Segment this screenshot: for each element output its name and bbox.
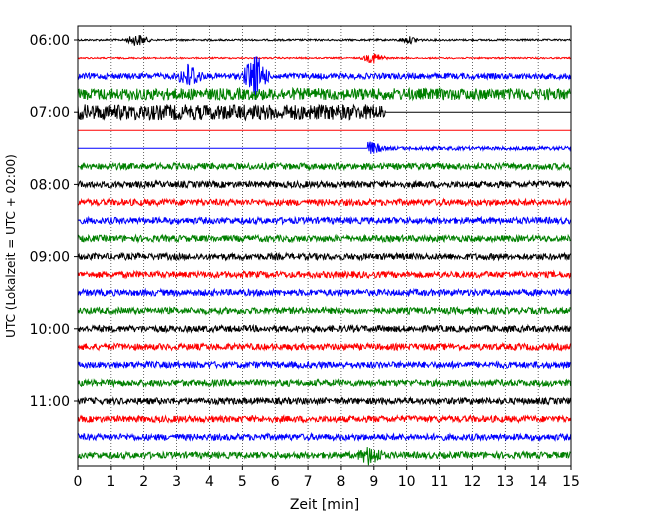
- x-axis: 0 1 2 3 4 5 6 7 8 9 10 11 12 13 14 15: [74, 466, 580, 490]
- y-tick-label: 07:00: [30, 105, 70, 121]
- trace-rows: [77, 34, 572, 466]
- trace-row-8: [77, 179, 572, 190]
- trace-row-17: [77, 341, 572, 352]
- x-tick-label: 0: [74, 474, 83, 490]
- x-axis-label: Zeit [min]: [290, 497, 359, 513]
- trace-row-11: [77, 233, 571, 244]
- trace-row-19: [77, 378, 572, 389]
- trace-row-23: [77, 446, 571, 466]
- trace-row-21: [77, 413, 572, 425]
- trace-row-6: [78, 141, 572, 154]
- x-tick-label: 15: [562, 474, 580, 490]
- x-tick-label: 12: [463, 474, 481, 490]
- y-tick-label: 11:00: [30, 394, 70, 410]
- trace-row-10: [77, 215, 572, 226]
- plot-frame: [77, 25, 572, 467]
- trace-row-16: [77, 323, 572, 334]
- x-tick-label: 7: [304, 474, 313, 490]
- y-tick-label: 10:00: [30, 322, 70, 338]
- y-tick-label: 06:00: [30, 33, 70, 49]
- x-tick-label: 2: [139, 474, 148, 490]
- x-tick-label: 10: [398, 474, 416, 490]
- x-tick-label: 1: [106, 474, 115, 490]
- x-tick-label: 11: [431, 474, 449, 490]
- trace-row-20: [77, 395, 572, 407]
- x-tick-label: 6: [271, 474, 280, 490]
- y-tick-label: 08:00: [30, 177, 70, 193]
- y-axis-label: UTC (Lokalzeit = UTC + 02:00): [4, 154, 18, 338]
- trace-row-22: [77, 431, 572, 442]
- x-tick-label: 4: [205, 474, 214, 490]
- trace-row-1: [77, 53, 571, 64]
- x-tick-label: 5: [238, 474, 247, 490]
- trace-row-9: [77, 197, 571, 208]
- trace-row-2: [77, 56, 572, 101]
- trace-row-0: [77, 34, 571, 46]
- x-tick-label: 3: [172, 474, 181, 490]
- trace-row-3: [77, 86, 571, 102]
- trace-row-13: [77, 269, 572, 280]
- trace-row-14: [77, 287, 572, 298]
- x-tick-label: 13: [496, 474, 514, 490]
- y-axis: 06:00 07:00 08:00 09:00 10:00 11:00: [30, 33, 78, 410]
- x-tick-label: 8: [336, 474, 345, 490]
- trace-row-12: [77, 251, 571, 262]
- x-tick-label: 9: [369, 474, 378, 490]
- y-tick-label: 09:00: [30, 250, 70, 266]
- x-tick-label: 14: [529, 474, 547, 490]
- trace-row-4: [77, 103, 571, 122]
- trace-row-7: [77, 161, 572, 172]
- trace-row-15: [77, 305, 571, 316]
- trace-row-18: [77, 359, 571, 370]
